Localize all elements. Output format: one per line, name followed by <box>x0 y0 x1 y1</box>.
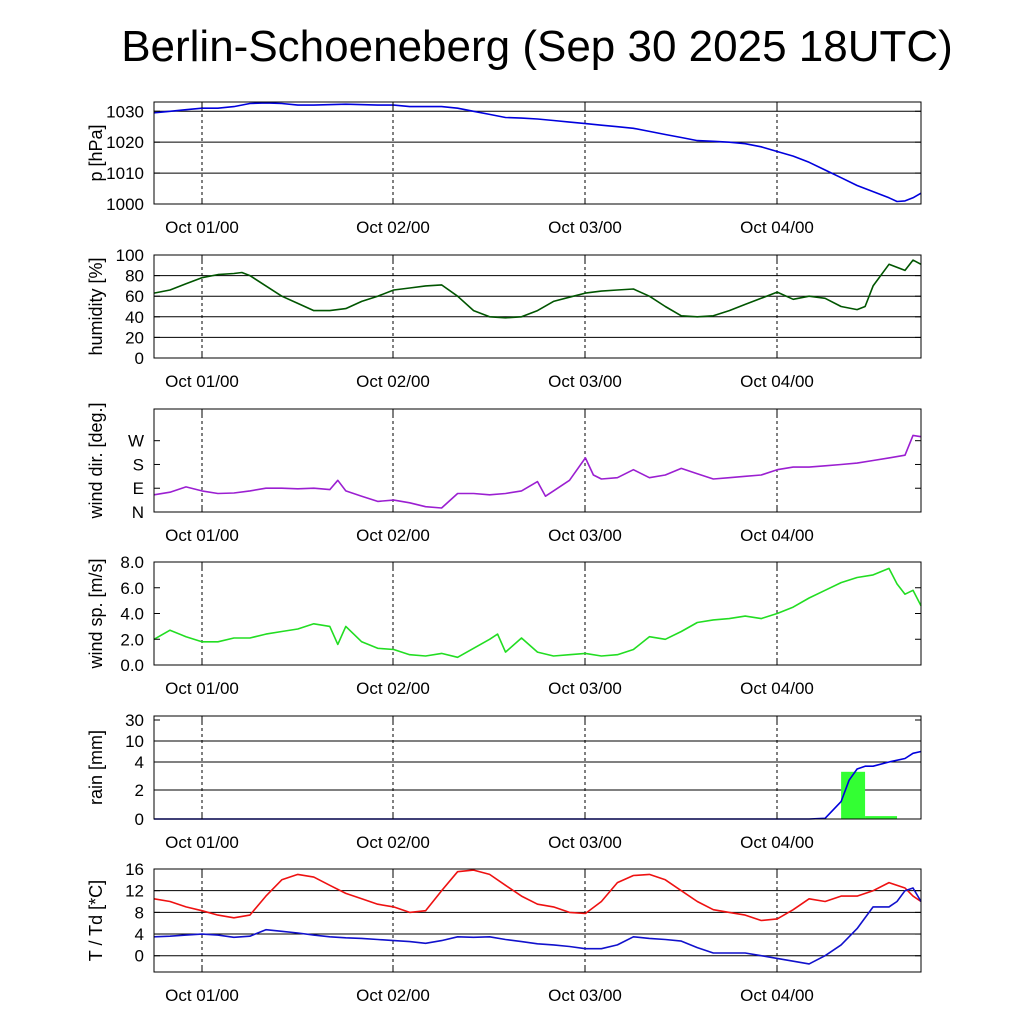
x-tick-label: Oct 02/00 <box>356 526 430 545</box>
y-tick-label: 40 <box>125 308 144 327</box>
y-tick-label: 20 <box>125 328 144 347</box>
y-tick-label: 1000 <box>106 195 144 214</box>
x-tick-label: Oct 02/00 <box>356 986 430 1005</box>
y-tick-label: 4 <box>135 753 144 772</box>
y-tick-label: 16 <box>125 860 144 879</box>
y-tick-label: 6.0 <box>120 579 144 598</box>
panel-rain: 0 2 4 10 30 Oct 01/00 Oct 02/00 Oct 03/00 Oct 04… <box>86 711 922 852</box>
y-tick-label: 100 <box>116 246 144 265</box>
y-tick-label: 8 <box>135 903 144 922</box>
series-line <box>153 887 922 965</box>
x-tick-label: Oct 03/00 <box>548 372 622 391</box>
y-tick-label: E <box>133 479 144 498</box>
x-tick-label: Oct 01/00 <box>165 526 239 545</box>
y-tick-label: 1010 <box>106 164 144 183</box>
y-tick-label: 0 <box>135 810 144 829</box>
series-line <box>153 567 922 659</box>
plot-frame <box>153 715 922 820</box>
x-tick-label: Oct 04/00 <box>740 833 814 852</box>
y-tick-label: 12 <box>125 882 144 901</box>
rain-bar <box>865 816 898 819</box>
x-tick-label: Oct 04/00 <box>740 218 814 237</box>
y-tick-label: 80 <box>125 267 144 286</box>
rain-bar <box>841 771 866 819</box>
x-tick-label: Oct 01/00 <box>165 679 239 698</box>
chart-title: Berlin-Schoeneberg (Sep 30 2025 18UTC) <box>121 22 953 71</box>
y-tick-label: W <box>128 432 144 451</box>
x-tick-label: Oct 01/00 <box>165 218 239 237</box>
y-tick-label: 4 <box>135 925 144 944</box>
y-tick-label: 8.0 <box>120 553 144 572</box>
x-tick-label: Oct 02/00 <box>356 833 430 852</box>
panel-temperature-and-dewpoint: 0 4 8 12 16 Oct 01/00 Oct 02/00 Oct 03/00 Oct 04… <box>86 860 922 1005</box>
series-line <box>153 102 922 203</box>
y-tick-label: 2 <box>135 781 144 800</box>
plot-frame <box>153 561 922 666</box>
y-axis-label: p [hPa] <box>86 124 106 181</box>
x-tick-label: Oct 01/00 <box>165 372 239 391</box>
y-tick-label: 0 <box>135 349 144 368</box>
x-tick-label: Oct 02/00 <box>356 218 430 237</box>
y-tick-label: 30 <box>125 711 144 730</box>
y-tick-label: 1020 <box>106 133 144 152</box>
y-axis-label: wind dir. [deg.] <box>86 402 106 519</box>
plot-frame <box>153 254 922 359</box>
x-tick-label: Oct 04/00 <box>740 372 814 391</box>
y-tick-label: 0 <box>135 947 144 966</box>
y-axis-label: rain [mm] <box>86 730 106 805</box>
y-tick-label: N <box>132 503 144 522</box>
x-tick-label: Oct 01/00 <box>165 833 239 852</box>
x-tick-label: Oct 02/00 <box>356 679 430 698</box>
y-tick-label: 1030 <box>106 102 144 121</box>
x-tick-label: Oct 04/00 <box>740 526 814 545</box>
x-tick-label: Oct 03/00 <box>548 679 622 698</box>
series-line <box>153 869 922 922</box>
y-tick-label: 0.0 <box>120 656 144 675</box>
series-line <box>153 434 922 509</box>
panel-pressure: 1000 1010 1020 1030 Oct 01/00 Oct 02/00 Oct 03… <box>86 101 922 237</box>
y-tick-label: 4.0 <box>120 605 144 624</box>
x-tick-label: Oct 03/00 <box>548 218 622 237</box>
x-tick-label: Oct 03/00 <box>548 833 622 852</box>
x-tick-label: Oct 03/00 <box>548 526 622 545</box>
y-tick-label: 2.0 <box>120 630 144 649</box>
y-axis-label: T / Td [*C] <box>86 880 106 961</box>
x-tick-label: Oct 04/00 <box>740 679 814 698</box>
plot-frame <box>153 868 922 973</box>
series-line <box>153 259 922 319</box>
y-axis-label: humidity [%] <box>86 257 106 355</box>
series-line <box>154 750 922 820</box>
x-tick-label: Oct 03/00 <box>548 986 622 1005</box>
x-tick-label: Oct 02/00 <box>356 372 430 391</box>
y-axis-label: wind sp. [m/s] <box>86 558 106 669</box>
y-tick-label: S <box>133 455 144 474</box>
y-tick-label: 60 <box>125 287 144 306</box>
plot-frame <box>153 408 922 513</box>
y-tick-label: 10 <box>125 732 144 751</box>
panel-wind-speed: 0.0 2.0 4.0 6.0 8.0 Oct 01/00 Oct 02/00 Oct 03/… <box>86 553 922 698</box>
plot-frame <box>153 101 922 205</box>
x-tick-label: Oct 04/00 <box>740 986 814 1005</box>
x-tick-label: Oct 01/00 <box>165 986 239 1005</box>
